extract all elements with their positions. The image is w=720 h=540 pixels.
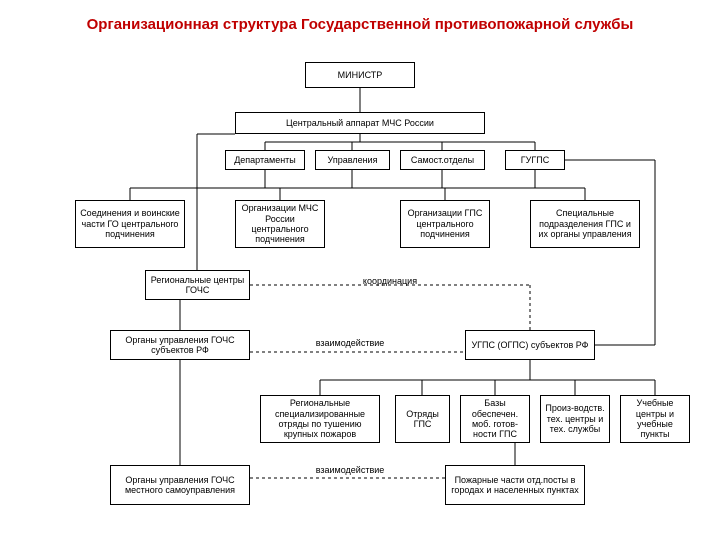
node-pozhar: Пожарные части отд.посты в городах и нас… xyxy=(445,465,585,505)
label-vzaim1: взаимодействие xyxy=(300,338,400,348)
label-vzaim2: взаимодействие xyxy=(300,465,400,475)
node-proizv: Произ-водств. тех. центры и тех. службы xyxy=(540,395,610,443)
node-orgmchs: Организации МЧС России центрального подч… xyxy=(235,200,325,248)
label-koord: координация xyxy=(340,276,440,286)
node-upr: Управления xyxy=(315,150,390,170)
node-spec: Специальные подразделения ГПС и их орган… xyxy=(530,200,640,248)
node-organ-sub: Органы управления ГОЧС субъектов РФ xyxy=(110,330,250,360)
node-ugps: УГПС (ОГПС) субъектов РФ xyxy=(465,330,595,360)
diagram-title: Организационная структура Государственно… xyxy=(0,16,720,33)
node-ucheb: Учебные центры и учебные пункты xyxy=(620,395,690,443)
node-minister: МИНИСТР xyxy=(305,62,415,88)
node-reg: Региональные центры ГОЧС xyxy=(145,270,250,300)
node-organ-mest: Органы управления ГОЧС местного самоупра… xyxy=(110,465,250,505)
node-gugps: ГУГПС xyxy=(505,150,565,170)
node-soed: Соединения и воинские части ГО центральн… xyxy=(75,200,185,248)
node-central: Центральный аппарат МЧС России xyxy=(235,112,485,134)
node-bazy: Базы обеспечен. моб. готов-ности ГПС xyxy=(460,395,530,443)
node-orggps: Организации ГПС центрального подчинения xyxy=(400,200,490,248)
node-regspec: Региональные специализированные отряды п… xyxy=(260,395,380,443)
node-dept: Департаменты xyxy=(225,150,305,170)
node-samost: Самост.отделы xyxy=(400,150,485,170)
node-otryad: Отряды ГПС xyxy=(395,395,450,443)
